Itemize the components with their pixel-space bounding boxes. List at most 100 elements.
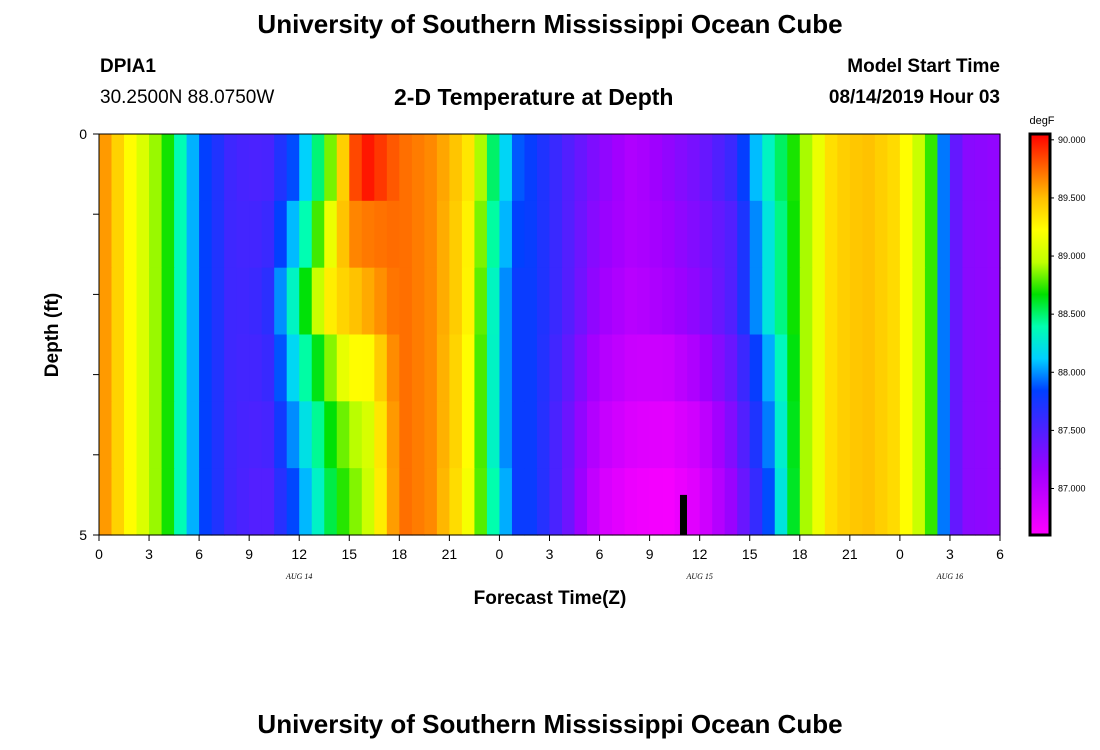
heatmap-cell bbox=[161, 267, 175, 336]
y-axis: 05 bbox=[79, 126, 99, 543]
heatmap-cell bbox=[399, 267, 413, 336]
heatmap-cell bbox=[336, 334, 350, 402]
x-tick-label: 0 bbox=[95, 546, 103, 562]
colorbar-tick-label: 89.500 bbox=[1058, 193, 1086, 203]
heatmap-cell bbox=[499, 267, 513, 336]
heatmap-cell bbox=[874, 200, 888, 269]
heatmap-cell bbox=[136, 200, 150, 269]
x-tick-label: 3 bbox=[546, 546, 554, 562]
heatmap-cell bbox=[261, 334, 275, 402]
heatmap-cell bbox=[624, 468, 638, 536]
heatmap-cell bbox=[724, 401, 738, 469]
heatmap-cell bbox=[674, 134, 688, 202]
heatmap-cell bbox=[962, 134, 976, 202]
heatmap-cell bbox=[461, 334, 476, 402]
heatmap-cell bbox=[949, 134, 964, 202]
heatmap-cell bbox=[299, 334, 313, 402]
heatmap-cell bbox=[862, 401, 876, 469]
x-axis: 0 3 6 9 12 15 18 21 0 3 6 9 12 15 18 21 0 3 6 AUG 14 AUG 15 A… bbox=[95, 535, 1004, 581]
heatmap-cell bbox=[224, 401, 238, 469]
heatmap-cell bbox=[824, 468, 838, 536]
heatmap-cell bbox=[286, 267, 300, 336]
heatmap-cell bbox=[124, 200, 138, 269]
heatmap-cell bbox=[887, 200, 901, 269]
heatmap-cell bbox=[436, 401, 450, 469]
heatmap-cell bbox=[349, 267, 363, 336]
heatmap-cell bbox=[511, 401, 526, 469]
heatmap-cell bbox=[749, 468, 763, 536]
heatmap-cell bbox=[186, 200, 200, 269]
heatmap-cell bbox=[812, 267, 826, 336]
heatmap-cell bbox=[637, 134, 651, 202]
heatmap-cell bbox=[411, 401, 425, 469]
heatmap-cell bbox=[399, 200, 413, 269]
heatmap-cell bbox=[937, 267, 951, 336]
date-label: AUG 16 bbox=[936, 572, 963, 581]
heatmap-cell bbox=[174, 401, 188, 469]
heatmap-cell bbox=[812, 468, 826, 536]
heatmap-cell bbox=[299, 468, 313, 536]
heatmap-cell bbox=[186, 134, 200, 202]
x-tick-label: 15 bbox=[341, 546, 357, 562]
heatmap-cell bbox=[837, 468, 851, 536]
heatmap-cell bbox=[612, 401, 626, 469]
heatmap-cell bbox=[336, 200, 350, 269]
heatmap-cell bbox=[587, 200, 601, 269]
heatmap-cell bbox=[912, 468, 926, 536]
heatmap-cell bbox=[224, 267, 238, 336]
heatmap-cell bbox=[411, 200, 425, 269]
heatmap-cell bbox=[386, 401, 400, 469]
heatmap-cell bbox=[249, 267, 263, 336]
heatmap-cell bbox=[987, 134, 1001, 202]
heatmap-cell bbox=[136, 134, 150, 202]
heatmap-cell bbox=[774, 334, 788, 402]
heatmap-cell bbox=[724, 334, 738, 402]
heatmap-cell bbox=[211, 401, 225, 469]
heatmap-cell bbox=[662, 134, 676, 202]
heatmap-cell bbox=[486, 200, 501, 269]
heatmap-cell bbox=[261, 200, 275, 269]
heatmap-cell bbox=[111, 134, 125, 202]
heatmap-cell bbox=[799, 468, 813, 536]
heatmap-cell bbox=[461, 401, 476, 469]
heatmap-cell bbox=[662, 401, 676, 469]
heatmap-cell bbox=[874, 267, 888, 336]
heatmap-cell bbox=[599, 401, 613, 469]
heatmap-cell bbox=[311, 134, 325, 202]
heatmap-cell bbox=[874, 468, 888, 536]
heatmap-cell bbox=[912, 267, 926, 336]
heatmap-cell bbox=[699, 134, 713, 202]
heatmap-cell bbox=[461, 200, 476, 269]
heatmap-cell bbox=[374, 134, 388, 202]
heatmap-cell bbox=[524, 468, 538, 536]
heatmap-cell bbox=[874, 134, 888, 202]
heatmap-cell bbox=[111, 200, 125, 269]
heatmap-cell bbox=[549, 134, 563, 202]
heatmap-cell bbox=[587, 134, 601, 202]
heatmap-cell bbox=[962, 468, 976, 536]
x-tick-label: 6 bbox=[195, 546, 203, 562]
marker-layer bbox=[679, 494, 687, 535]
heatmap-cell bbox=[299, 401, 313, 469]
x-tick-label: 6 bbox=[996, 546, 1004, 562]
heatmap-cell bbox=[862, 134, 876, 202]
heatmap-cell bbox=[737, 401, 751, 469]
heatmap-cell bbox=[424, 334, 438, 402]
heatmap-cell bbox=[974, 267, 989, 336]
heatmap-cell bbox=[486, 468, 501, 536]
heatmap-cell bbox=[649, 401, 663, 469]
heatmap-cell bbox=[436, 200, 450, 269]
heatmap-cell bbox=[99, 401, 113, 469]
heatmap-cell bbox=[787, 334, 801, 402]
heatmap-cell bbox=[374, 468, 388, 536]
heatmap-cell bbox=[799, 200, 813, 269]
heatmap-cell bbox=[849, 401, 863, 469]
heatmap-cell bbox=[774, 134, 788, 202]
heatmap-cell bbox=[712, 401, 726, 469]
heatmap-cell bbox=[236, 334, 250, 402]
heatmap-cell bbox=[924, 401, 939, 469]
heatmap-cell bbox=[637, 200, 651, 269]
heatmap-cell bbox=[662, 334, 676, 402]
heatmap-cell bbox=[737, 200, 751, 269]
heatmap-cell bbox=[236, 134, 250, 202]
